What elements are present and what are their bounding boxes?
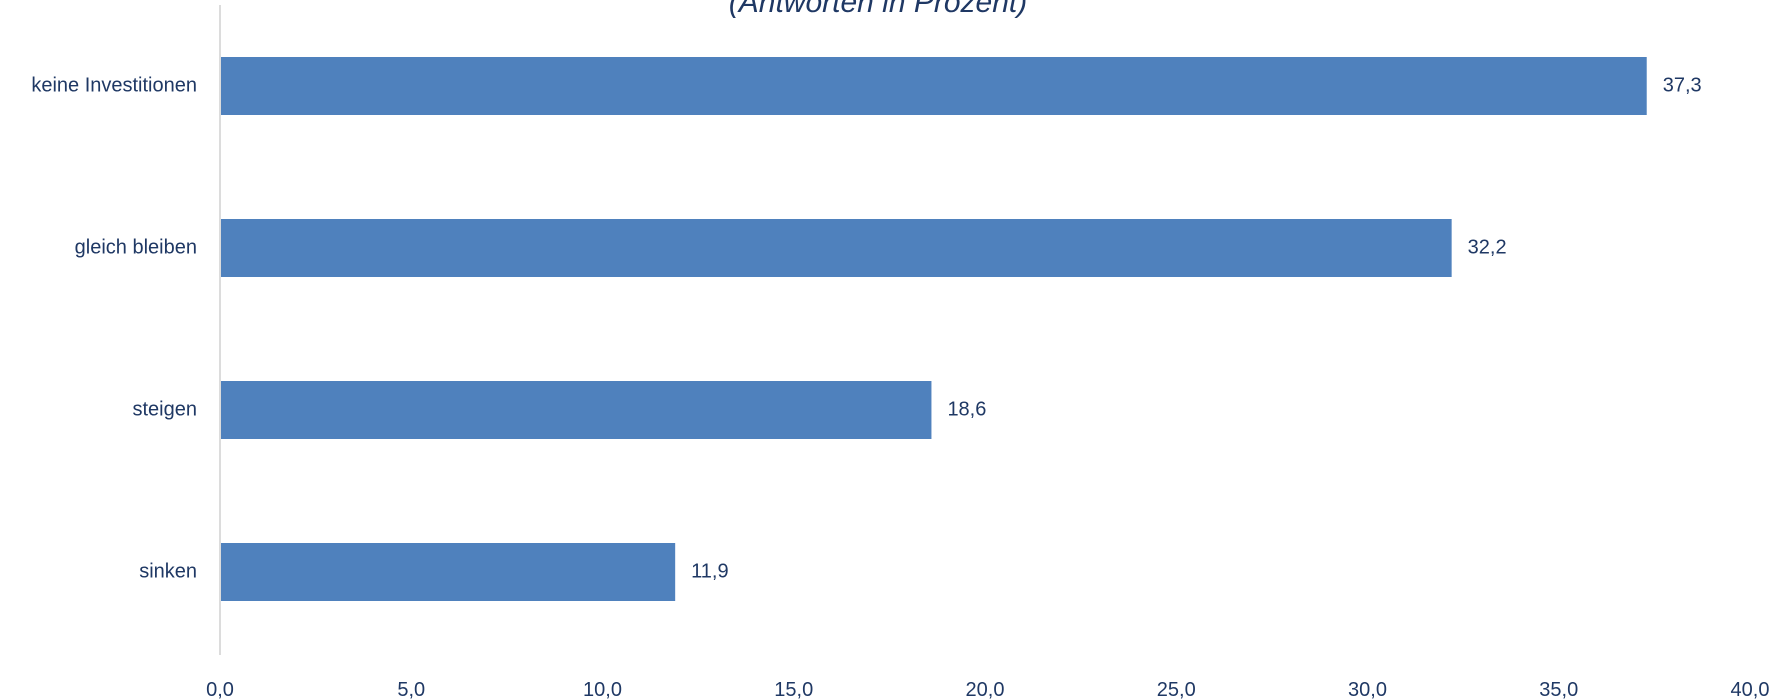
x-tick-label: 0,0 bbox=[206, 679, 234, 699]
x-tick-label: 15,0 bbox=[774, 679, 813, 699]
x-tick-labels-group: 0,0 5,0 10,0 15,0 20,0 25,0 30,0 35,0 40,0 bbox=[206, 679, 1769, 699]
category-label: sinken bbox=[139, 560, 197, 582]
value-labels-group: 37,3 32,2 18,6 11,9 bbox=[691, 74, 1701, 582]
x-tick-label: 35,0 bbox=[1539, 679, 1578, 699]
data-label: 18,6 bbox=[947, 398, 986, 420]
x-tick-label: 5,0 bbox=[397, 679, 425, 699]
category-labels-group: keine Investitionen gleich bleiben steigen… bbox=[31, 74, 197, 582]
bars-group bbox=[221, 57, 1647, 601]
bar bbox=[221, 219, 1452, 277]
data-label: 11,9 bbox=[691, 560, 728, 582]
data-label: 32,2 bbox=[1468, 236, 1507, 258]
x-tick-label: 10,0 bbox=[583, 679, 622, 699]
data-label: 37,3 bbox=[1663, 74, 1702, 96]
x-tick-label: 25,0 bbox=[1157, 679, 1196, 699]
category-label: gleich bleiben bbox=[75, 236, 197, 258]
bar bbox=[221, 543, 676, 601]
x-tick-label: 20,0 bbox=[966, 679, 1005, 699]
chart-subtitle: (Antworten in Prozent) bbox=[729, 0, 1027, 19]
bar bbox=[221, 57, 1647, 115]
x-tick-label: 40,0 bbox=[1731, 679, 1770, 699]
x-tick-label: 30,0 bbox=[1348, 679, 1387, 699]
category-label: steigen bbox=[133, 398, 198, 420]
category-label: keine Investitionen bbox=[31, 74, 197, 96]
bar bbox=[221, 381, 932, 439]
